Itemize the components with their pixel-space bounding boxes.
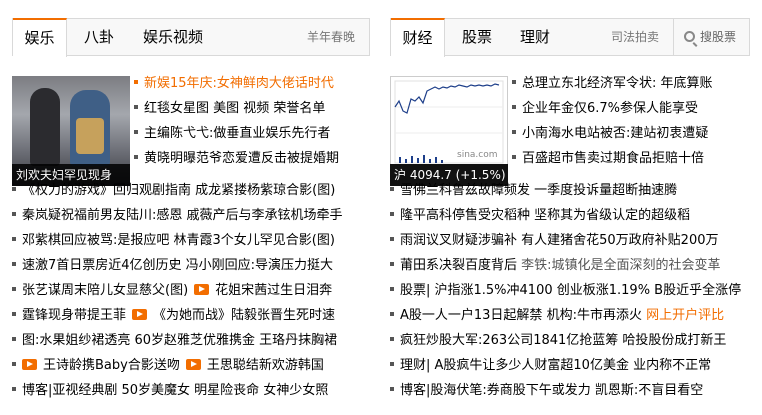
tab-ent-video[interactable]: 娱乐视频: [142, 28, 203, 46]
tab-wealth[interactable]: 理财: [519, 28, 550, 46]
photo-figure-right: [70, 90, 110, 166]
list-item[interactable]: 股票| 沪指涨1.5%冲4100 创业板涨1.19% B股近乎全涨停: [390, 278, 741, 303]
finance-news-list: 雪佛兰科鲁兹故障频发 一季度投诉量超断抽速腾 隆平高科停售受灾稻种 坚称其为省级…: [390, 178, 741, 403]
list-item[interactable]: 张艺谋周末陪儿女显慈父(图) 花姐宋茜过生日泪奔: [12, 278, 343, 303]
news-link[interactable]: 秦岚疑祝福前男友陆川:感恩 戚薇产后与李承铉机场牵手: [22, 208, 343, 223]
video-link[interactable]: 王诗龄携Baby合影送吻: [43, 358, 180, 373]
stock-search-label: 搜股票: [700, 30, 737, 44]
news-link[interactable]: 股票| 沪指涨1.5%冲4100 创业板涨1.19% B股近乎全涨停: [400, 283, 742, 298]
video-icon: [132, 309, 148, 320]
news-link[interactable]: 疯狂炒股大军:263公司1841亿抢蓝筹 哈投股份成打新王: [400, 333, 727, 348]
video-link[interactable]: 花姐宋茜过生日泪奔: [215, 283, 333, 298]
chart-watermark: sina.com: [457, 150, 498, 160]
list-item[interactable]: 速激7首日票房近4亿创历史 冯小刚回应:导演压力挺大: [12, 253, 343, 278]
ent-top-news-item[interactable]: 黄晓明曝范爷恋爱遭反击被提婚期: [134, 146, 339, 171]
news-link[interactable]: A股一人一户13日起解禁 机构:牛市再添火: [400, 308, 642, 323]
video-icon: [194, 284, 210, 295]
finance-top-news-item[interactable]: 企业年金仅6.7%参保人能享受: [512, 96, 713, 121]
news-link[interactable]: 邓紫棋回应被骂:是报应吧 林青霞3个女儿罕见合影(图): [22, 233, 335, 248]
list-item[interactable]: 邓紫棋回应被骂:是报应吧 林青霞3个女儿罕见合影(图): [12, 228, 343, 253]
list-item[interactable]: 霆锋现身带提王菲 《为她而战》陆毅张晋生死时速: [12, 303, 343, 328]
ent-top-news-item[interactable]: 红毯女星图 美图 视频 荣誉名单: [134, 96, 339, 121]
news-link[interactable]: 博客|亚视经典剧 50岁美魔女 明星险丧命 女神少女照: [22, 383, 329, 398]
video-link[interactable]: 《为她而战》陆毅张晋生死时速: [153, 308, 336, 323]
tab-gossip[interactable]: 八卦: [83, 28, 114, 46]
news-link[interactable]: 隆平高科停售受灾稻种 坚称其为省级认定的超级稻: [400, 208, 691, 223]
news-link[interactable]: 霆锋现身带提王菲: [22, 308, 127, 323]
photo-figure-left: [30, 88, 60, 166]
news-link[interactable]: 雪佛兰科鲁兹故障频发 一季度投诉量超断抽速腾: [400, 183, 678, 198]
news-link[interactable]: 理财| A股疯牛让多少人财富超10亿美金 业内称不正常: [400, 358, 712, 373]
tab-judicial-auction-link[interactable]: 司法拍卖: [610, 30, 659, 44]
tab-entertainment[interactable]: 娱乐: [13, 18, 67, 57]
news-link[interactable]: 《权力的游戏》回归观剧指南 成龙紧搂杨紫琼合影(图): [22, 183, 336, 198]
list-item[interactable]: 理财| A股疯牛让多少人财富超10亿美金 业内称不正常: [390, 353, 741, 378]
list-item[interactable]: 隆平高科停售受灾稻种 坚称其为省级认定的超级稻: [390, 203, 741, 228]
news-link[interactable]: 速激7首日票房近4亿创历史 冯小刚回应:导演压力挺大: [22, 258, 334, 273]
news-link[interactable]: 莆田系决裂百度背后: [400, 258, 518, 273]
list-item[interactable]: 雪佛兰科鲁兹故障频发 一季度投诉量超断抽速腾: [390, 178, 741, 203]
list-item[interactable]: 莆田系决裂百度背后 李铁:城镇化是全面深刻的社会变革: [390, 253, 741, 278]
featured-photo[interactable]: 刘欢夫妇罕见现身: [12, 76, 130, 186]
finance-top-news-item[interactable]: 小南海水电站被否:建站初衷遭疑: [512, 121, 713, 146]
index-chart-image: sina.com: [390, 76, 508, 186]
news-link[interactable]: 博客|股海伏笔:券商股下午或发力 凯恩斯:不盲目看空: [400, 383, 704, 398]
ent-top-news: 新娱15年庆:女神鲜肉大佬话时代 红毯女星图 美图 视频 荣誉名单 主编陈弋弋:…: [134, 71, 339, 171]
finance-panel: 财经 股票 理财 司法拍卖 搜股票 sina.com: [390, 18, 750, 398]
ent-news-list: 《权力的游戏》回归观剧指南 成龙紧搂杨紫琼合影(图) 秦岚疑祝福前男友陆川:感恩…: [12, 178, 343, 403]
list-item[interactable]: 秦岚疑祝福前男友陆川:感恩 戚薇产后与李承铉机场牵手: [12, 203, 343, 228]
video-icon: [22, 359, 37, 370]
tab-finance[interactable]: 财经: [391, 18, 445, 57]
index-chart-thumb[interactable]: sina.com 沪 4094.7 (+1.5%): [390, 76, 508, 186]
video-icon: [185, 359, 201, 370]
stock-search-box[interactable]: 搜股票: [673, 18, 749, 56]
list-item[interactable]: 王诗龄携Baby合影送吻 王思聪结新欢游韩国: [12, 353, 343, 378]
finance-tabbar: 财经 股票 理财 司法拍卖 搜股票: [390, 18, 750, 57]
finance-top-news-item[interactable]: 百盛超市售卖过期食品拒赔十倍: [512, 146, 713, 171]
ent-top-news-item[interactable]: 主编陈弋弋:做垂直业娱乐先行者: [134, 121, 339, 146]
list-item[interactable]: 图:水果姐纱裙透亮 60岁赵雅芝优雅携金 王珞丹抹胸裙: [12, 328, 343, 353]
video-link[interactable]: 王思聪结新欢游韩国: [206, 358, 324, 373]
ent-top-news-item[interactable]: 新娱15年庆:女神鲜肉大佬话时代: [134, 71, 339, 96]
finance-top-news: 总理立东北经济军令状: 年底算账 企业年金仅6.7%参保人能享受 小南海水电站被…: [512, 71, 713, 171]
list-item[interactable]: 《权力的游戏》回归观剧指南 成龙紧搂杨紫琼合影(图): [12, 178, 343, 203]
search-icon: [684, 31, 695, 42]
tab-stocks[interactable]: 股票: [461, 28, 492, 46]
list-item[interactable]: 博客|股海伏笔:券商股下午或发力 凯恩斯:不盲目看空: [390, 378, 741, 403]
tab-spring-gala-link[interactable]: 羊年春晚: [306, 30, 355, 44]
list-item[interactable]: 博客|亚视经典剧 50岁美魔女 明星险丧命 女神少女照: [12, 378, 343, 403]
list-item[interactable]: 雨润议叉财疑涉骗补 有人建猪舍花50万政府补贴200万: [390, 228, 741, 253]
entertainment-tabbar: 娱乐 八卦 娱乐视频 羊年春晚: [12, 18, 370, 57]
list-item[interactable]: 疯狂炒股大军:263公司1841亿抢蓝筹 哈投股份成打新王: [390, 328, 741, 353]
entertainment-panel: 娱乐 八卦 娱乐视频 羊年春晚 刘欢夫妇罕见现身 新娱15年庆:女神鲜肉大佬话时…: [12, 18, 370, 398]
finance-top-news-item[interactable]: 总理立东北经济军令状: 年底算账: [512, 71, 713, 96]
list-item[interactable]: A股一人一户13日起解禁 机构:牛市再添火 网上开户评比: [390, 303, 741, 328]
news-link[interactable]: 图:水果姐纱裙透亮 60岁赵雅芝优雅携金 王珞丹抹胸裙: [22, 333, 338, 348]
index-chart-svg: sina.com: [394, 80, 504, 164]
news-link[interactable]: 张艺谋周末陪儿女显慈父(图): [22, 283, 189, 298]
news-link[interactable]: 李铁:城镇化是全面深刻的社会变革: [521, 258, 721, 273]
broker-comparison-link[interactable]: 网上开户评比: [646, 308, 725, 323]
news-link[interactable]: 雨润议叉财疑涉骗补 有人建猪舍花50万政府补贴200万: [400, 233, 719, 248]
